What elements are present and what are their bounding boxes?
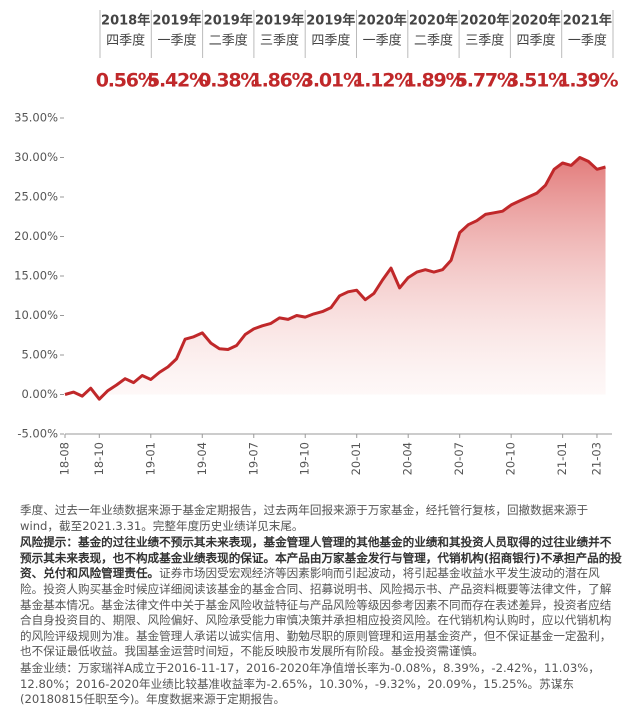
quarter-name: 一季度 — [157, 33, 196, 49]
note: 基金业绩：万家瑞祥A成立于2016-11-17，2016-2020年净值增长率为… — [20, 660, 600, 707]
x-tick-label: 19-01 — [143, 442, 157, 475]
notes: 季度、过去一年业绩数据来源于基金定期报告，过去两年回报来源于万家基金，经托管行复… — [20, 503, 622, 709]
quarter-return: 1.89% — [403, 70, 464, 92]
y-tick-label: 25.00% — [14, 190, 58, 204]
quarter-name: 三季度 — [260, 33, 299, 49]
x-tick-label: 18-10 — [92, 442, 106, 475]
x-tick-label: 18-08 — [58, 442, 72, 475]
x-tick-label: 19-04 — [195, 442, 209, 475]
y-tick-label: 35.00% — [14, 111, 58, 125]
quarter-year: 2019年 — [152, 13, 201, 29]
y-tick-label: 0.00% — [21, 387, 58, 401]
quarter-name: 四季度 — [517, 33, 556, 49]
quarter-return: 1.86% — [250, 70, 311, 92]
quarter-return: 0.38% — [198, 70, 259, 92]
y-tick-label: 10.00% — [14, 308, 58, 322]
quarter-return: 5.42% — [147, 70, 208, 92]
y-tick-label: -5.00% — [17, 427, 58, 441]
y-tick-label: 15.00% — [14, 269, 58, 283]
x-tick-label: 19-10 — [298, 442, 312, 475]
quarter-return: 0.56% — [96, 70, 157, 92]
chart: 2018年四季度0.56%2019年一季度5.42%2019年二季度0.38%2… — [14, 10, 620, 475]
x-tick-label: 21-01 — [555, 442, 569, 475]
quarter-name: 二季度 — [414, 33, 453, 49]
quarter-year: 2018年 — [101, 13, 150, 29]
quarter-year: 2020年 — [511, 13, 560, 29]
x-tick-label: 20-04 — [401, 442, 415, 475]
quarter-name: 一季度 — [568, 33, 607, 49]
quarter-return: 5.77% — [455, 70, 516, 92]
quarter-return: 3.51% — [506, 70, 567, 92]
risk-text: 证券市场因受宏观经济等因素影响而引起波动，将引起基金收益水平发生波动的潜在风险。… — [20, 566, 612, 659]
x-tick-label: 20-07 — [452, 442, 466, 475]
risk-bold: 风险提示：基金的过往业绩不预示其未来表现，基金管理人管理的其他基金的业绩和其投资… — [20, 535, 622, 581]
y-tick-label: 20.00% — [14, 229, 58, 243]
quarter-name: 四季度 — [311, 33, 350, 49]
x-tick-label: 19-07 — [246, 442, 260, 475]
quarter-year: 2019年 — [306, 13, 355, 29]
quarter-name: 二季度 — [209, 33, 248, 49]
quarter-name: 一季度 — [363, 33, 402, 49]
quarter-name: 三季度 — [465, 33, 504, 49]
note: 季度、过去一年业绩数据来源于基金定期报告，过去两年回报来源于万家基金，经托管行复… — [20, 503, 589, 533]
line — [64, 156, 606, 401]
x-tick-label: 20-10 — [504, 442, 518, 475]
x-tick-label: 20-01 — [349, 442, 363, 475]
quarter-year: 2020年 — [460, 13, 509, 29]
quarter-return: 1.39% — [557, 70, 618, 92]
y-tick-label: 30.00% — [14, 150, 58, 164]
quarter-name: 四季度 — [106, 33, 145, 49]
y-tick-label: 5.00% — [21, 348, 58, 362]
quarter-year: 2020年 — [358, 13, 407, 29]
quarter-year: 2019年 — [255, 13, 304, 29]
quarter-year: 2019年 — [204, 13, 253, 29]
area — [65, 157, 606, 400]
x-tick-label: 21-03 — [589, 442, 603, 475]
note: 风险提示：基金的过往业绩不预示其未来表现，基金管理人管理的其他基金的业绩和其投资… — [20, 535, 622, 660]
quarter-return: 3.01% — [301, 70, 362, 92]
quarter-return: 1.12% — [352, 70, 413, 92]
quarter-year: 2020年 — [409, 13, 458, 29]
quarter-year: 2021年 — [563, 13, 612, 29]
